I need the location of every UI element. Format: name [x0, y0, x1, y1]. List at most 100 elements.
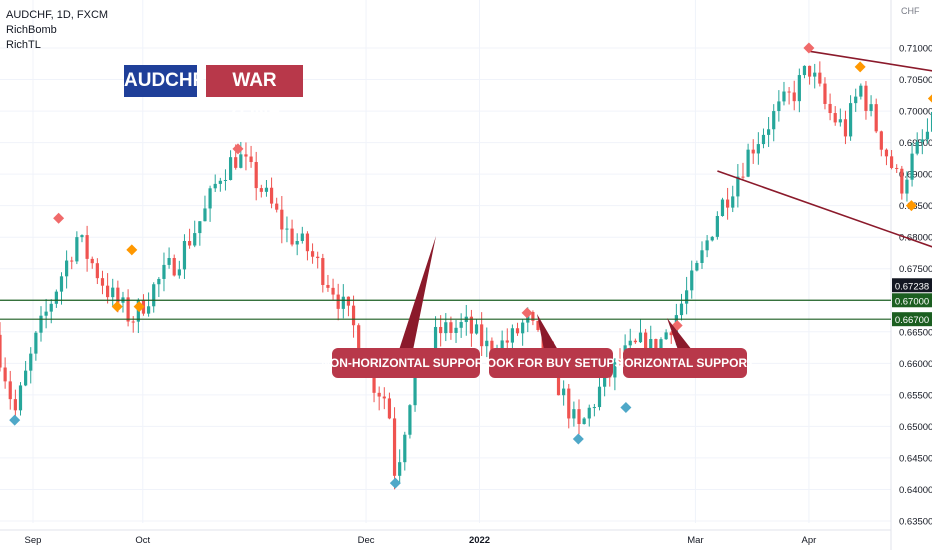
horizontal-support-callout-pointer	[667, 318, 692, 350]
sell-signal-diamond	[803, 42, 815, 54]
candle-body	[505, 340, 509, 343]
candle-body	[310, 251, 315, 257]
candle-body	[157, 278, 161, 285]
candle-body	[336, 294, 340, 309]
candle-body	[75, 237, 79, 262]
candle-body	[741, 176, 745, 178]
price-axis-tick-label: 0.64500	[899, 453, 932, 464]
candle-body	[162, 264, 166, 279]
candle-body	[900, 168, 904, 194]
candle-body	[387, 398, 392, 419]
candle-body	[480, 324, 484, 347]
candle-body	[295, 240, 299, 245]
candle-body	[300, 233, 304, 241]
candle-body	[0, 334, 2, 368]
candle-body	[823, 83, 827, 104]
candle-body	[316, 256, 320, 259]
legend-symbol[interactable]: AUDCHF, 1D, FXCM	[6, 9, 109, 21]
candle-body	[854, 96, 858, 104]
horizontal-support-callout-box	[623, 348, 747, 378]
candle-body	[613, 359, 617, 378]
candle-body	[49, 303, 53, 312]
candle-body	[249, 156, 253, 163]
buy-signal-diamond	[9, 414, 21, 426]
orange-signal-diamond	[111, 301, 123, 313]
candle-body	[59, 276, 64, 292]
candle-body	[398, 462, 402, 476]
buy-setups-callout-pointer	[537, 314, 558, 350]
candle-body	[372, 366, 376, 393]
candle-body	[290, 228, 294, 245]
non-horizontal-support-callout-label: NON-HORIZONTAL SUPPORT	[321, 356, 491, 370]
candle-body	[193, 233, 197, 246]
candle-body	[597, 386, 602, 408]
candle-body	[679, 303, 684, 316]
candle-body	[239, 154, 243, 168]
candle-body	[751, 149, 755, 154]
candle-body	[562, 388, 566, 396]
candle-body	[772, 111, 776, 130]
candle-body	[930, 111, 932, 132]
candle-body	[889, 156, 894, 168]
orange-signal-diamond	[126, 244, 138, 256]
candle-body	[208, 188, 212, 209]
candle-body	[392, 418, 397, 476]
candle-body	[705, 240, 709, 251]
orange-signal-diamond	[133, 301, 145, 313]
candle-body	[305, 233, 310, 252]
sell-signal-diamond	[521, 307, 533, 319]
candle-body	[111, 287, 115, 298]
price-axis-tick-label: 0.66000	[899, 359, 932, 370]
candle-body	[65, 260, 69, 277]
candle-body	[628, 340, 632, 346]
candle-body	[515, 328, 520, 334]
candle-body	[275, 203, 279, 210]
support-upper-badge-bg	[892, 293, 932, 308]
candle-body	[592, 407, 596, 409]
candle-body	[54, 291, 58, 304]
candle-body	[869, 104, 873, 111]
candle-body	[285, 228, 289, 230]
price-axis-tick-label: 0.69000	[899, 170, 932, 181]
candle-body	[726, 199, 730, 208]
candle-body	[833, 113, 837, 123]
support-lower-badge-bg	[892, 312, 932, 327]
candle-body	[797, 75, 801, 102]
candle-body	[85, 235, 89, 259]
candle-body	[357, 325, 361, 351]
legend-indicator-richtl[interactable]: RichTL	[6, 39, 41, 51]
candle-body	[813, 72, 817, 77]
candle-body	[644, 332, 648, 358]
candle-body	[510, 328, 514, 343]
trendline[interactable]	[808, 50, 932, 139]
candle-body	[228, 157, 233, 180]
time-axis-tick-label: Mar	[687, 535, 703, 546]
candle-body	[685, 290, 689, 304]
candle-body	[731, 196, 735, 208]
candle-body	[13, 399, 17, 411]
legend-indicator-richbomb[interactable]: RichBomb	[6, 24, 57, 36]
candle-body	[756, 144, 760, 154]
candle-body	[24, 370, 28, 386]
candle-body	[828, 103, 832, 114]
candle-body	[531, 312, 535, 321]
candle-body	[582, 418, 586, 425]
candle-body	[536, 320, 540, 330]
candle-body	[577, 409, 581, 425]
candle-body	[269, 187, 274, 204]
candle-body	[567, 388, 571, 419]
candle-body	[521, 322, 525, 334]
candle-body	[131, 321, 135, 323]
candle-body	[106, 285, 110, 298]
buy-setups-callout-label: LOOK FOR BUY SETUPS	[479, 356, 622, 370]
candle-body	[905, 179, 909, 194]
candle-body	[859, 85, 863, 97]
candle-body	[70, 260, 74, 262]
trendline[interactable]	[717, 170, 932, 329]
candle-body	[710, 236, 714, 241]
candle-body	[8, 381, 12, 400]
candle-body	[920, 139, 924, 142]
horizontal-support-callout-label: HORIZONTAL SUPPORT	[616, 356, 756, 370]
chart-legend: AUDCHF, 1D, FXCM RichBomb RichTL	[6, 8, 108, 53]
